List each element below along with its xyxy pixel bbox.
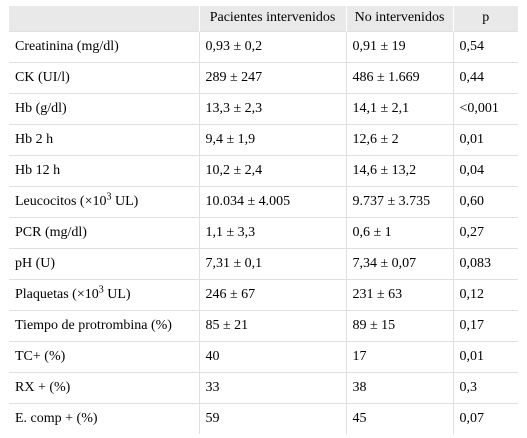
row-label: Leucocitos (×103 UL) xyxy=(9,185,200,217)
row-label: E. comp + (%) xyxy=(9,402,200,434)
row-label: Hb 12 h xyxy=(9,154,200,186)
cell-p-value: 0,07 xyxy=(453,402,518,434)
cell-intervened: 33 xyxy=(199,371,347,403)
cell-not-intervened: 12,6 ± 2 xyxy=(346,123,454,155)
row-label: TC+ (%) xyxy=(9,340,200,372)
cell-not-intervened: 17 xyxy=(346,340,454,372)
cell-p-value: 0,04 xyxy=(453,154,518,186)
cell-not-intervened: 89 ± 15 xyxy=(346,309,454,341)
cell-intervened: 10.034 ± 4.005 xyxy=(199,185,347,217)
row-label: Plaquetas (×103 UL) xyxy=(9,278,200,310)
row-label-text: Leucocitos (×10 xyxy=(15,193,107,209)
cell-not-intervened: 7,34 ± 0,07 xyxy=(346,247,454,279)
cell-p-value: 0,17 xyxy=(453,309,518,341)
cell-not-intervened: 0,91 ± 19 xyxy=(346,30,454,62)
data-table: Pacientes intervenidos No intervenidos p… xyxy=(9,6,518,434)
row-label-exponent: 3 xyxy=(98,283,104,295)
cell-p-value: 0,27 xyxy=(453,216,518,248)
table-header: Pacientes intervenidos No intervenidos p xyxy=(9,6,518,31)
row-label-unit: UL) xyxy=(111,193,139,209)
cell-not-intervened: 14,6 ± 13,2 xyxy=(346,154,454,186)
row-label: Hb 2 h xyxy=(9,123,200,155)
row-label: RX + (%) xyxy=(9,371,200,403)
row-label-text: Plaquetas (×10 xyxy=(15,286,99,302)
header-row: Pacientes intervenidos No intervenidos p xyxy=(9,6,518,31)
table-row: Hb 12 h 10,2 ± 2,4 14,6 ± 13,2 0,04 xyxy=(9,154,518,186)
cell-p-value: 0,54 xyxy=(453,30,518,62)
table-row: E. comp + (%) 59 45 0,07 xyxy=(9,402,518,434)
table-body: Creatinina (mg/dl) 0,93 ± 0,2 0,91 ± 19 … xyxy=(9,30,518,434)
cell-not-intervened: 14,1 ± 2,1 xyxy=(346,92,454,124)
cell-p-value: 0,3 xyxy=(453,371,518,403)
row-label-exponent: 3 xyxy=(106,190,112,202)
header-not-intervened: No intervenidos xyxy=(346,6,454,31)
cell-intervened: 59 xyxy=(199,402,347,434)
cell-intervened: 7,31 ± 0,1 xyxy=(199,247,347,279)
table-row: pH (U) 7,31 ± 0,1 7,34 ± 0,07 0,083 xyxy=(9,247,518,279)
cell-intervened: 246 ± 67 xyxy=(199,278,347,310)
table-row: Hb 2 h 9,4 ± 1,9 12,6 ± 2 0,01 xyxy=(9,123,518,155)
cell-not-intervened: 0,6 ± 1 xyxy=(346,216,454,248)
cell-p-value: 0,01 xyxy=(453,340,518,372)
table-row: TC+ (%) 40 17 0,01 xyxy=(9,340,518,372)
row-label: pH (U) xyxy=(9,247,200,279)
cell-intervened: 13,3 ± 2,3 xyxy=(199,92,347,124)
cell-not-intervened: 231 ± 63 xyxy=(346,278,454,310)
cell-p-value: 0,083 xyxy=(453,247,518,279)
table-row: RX + (%) 33 38 0,3 xyxy=(9,371,518,403)
table-row: CK (UI/l) 289 ± 247 486 ± 1.669 0,44 xyxy=(9,61,518,93)
header-intervened: Pacientes intervenidos xyxy=(199,6,347,31)
table-row: PCR (mg/dl) 1,1 ± 3,3 0,6 ± 1 0,27 xyxy=(9,216,518,248)
header-p-value: p xyxy=(453,6,518,31)
cell-p-value: 0,44 xyxy=(453,61,518,93)
row-label: Tiempo de protrombina (%) xyxy=(9,309,200,341)
cell-p-value: 0,01 xyxy=(453,123,518,155)
table-row: Tiempo de protrombina (%) 85 ± 21 89 ± 1… xyxy=(9,309,518,341)
cell-not-intervened: 38 xyxy=(346,371,454,403)
cell-p-value: 0,12 xyxy=(453,278,518,310)
cell-intervened: 40 xyxy=(199,340,347,372)
cell-not-intervened: 45 xyxy=(346,402,454,434)
row-label: Creatinina (mg/dl) xyxy=(9,30,200,62)
table-row: Hb (g/dl) 13,3 ± 2,3 14,1 ± 2,1 <0,001 xyxy=(9,92,518,124)
cell-intervened: 1,1 ± 3,3 xyxy=(199,216,347,248)
row-label: PCR (mg/dl) xyxy=(9,216,200,248)
header-empty xyxy=(9,6,200,31)
cell-intervened: 9,4 ± 1,9 xyxy=(199,123,347,155)
cell-not-intervened: 9.737 ± 3.735 xyxy=(346,185,454,217)
cell-p-value: <0,001 xyxy=(453,92,518,124)
row-label: CK (UI/l) xyxy=(9,61,200,93)
cell-intervened: 10,2 ± 2,4 xyxy=(199,154,347,186)
cell-not-intervened: 486 ± 1.669 xyxy=(346,61,454,93)
row-label-unit: UL) xyxy=(103,286,131,302)
row-label: Hb (g/dl) xyxy=(9,92,200,124)
cell-intervened: 0,93 ± 0,2 xyxy=(199,30,347,62)
cell-p-value: 0,60 xyxy=(453,185,518,217)
cell-intervened: 85 ± 21 xyxy=(199,309,347,341)
cell-intervened: 289 ± 247 xyxy=(199,61,347,93)
table-row: Creatinina (mg/dl) 0,93 ± 0,2 0,91 ± 19 … xyxy=(9,30,518,62)
table-row: Leucocitos (×103 UL) 10.034 ± 4.005 9.73… xyxy=(9,185,518,217)
table-row: Plaquetas (×103 UL) 246 ± 67 231 ± 63 0,… xyxy=(9,278,518,310)
